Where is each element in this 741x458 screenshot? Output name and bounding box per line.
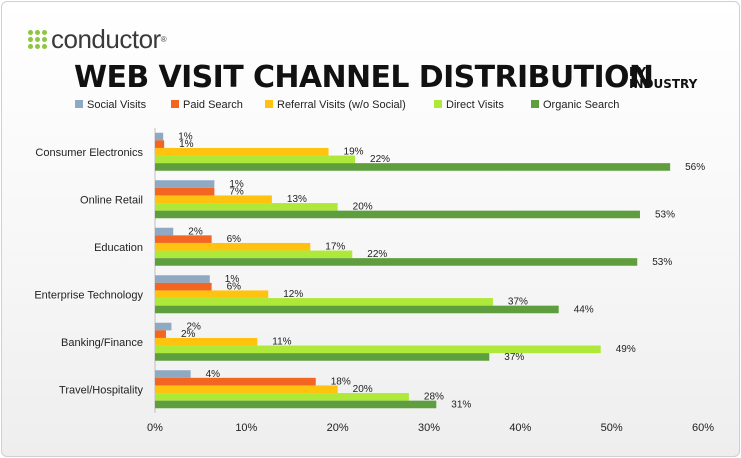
bar-2 (155, 235, 212, 243)
data-label: 19% (344, 147, 364, 158)
bar-1 (155, 322, 172, 331)
bar-2 (155, 282, 212, 291)
data-label: 2% (181, 329, 196, 340)
data-label: 1% (178, 131, 193, 142)
legend-swatch-4 (434, 100, 442, 108)
category-label: Banking/Finance (61, 337, 143, 349)
bar-5 (155, 353, 490, 361)
x-tick-label: 10% (235, 422, 257, 434)
x-tick-label: 20% (327, 422, 349, 434)
data-label: 2% (188, 226, 203, 237)
bar-2 (155, 377, 316, 386)
bar-2 (155, 140, 165, 148)
legend-swatch-5 (531, 100, 539, 108)
data-label: 37% (504, 352, 524, 363)
bar-1 (155, 227, 174, 236)
category-label: Education (94, 242, 143, 254)
legend-label-3: Referral Visits (w/o Social) (277, 99, 406, 111)
bar-3 (155, 195, 272, 204)
bar-2 (155, 187, 215, 196)
logo-registered-mark: ® (160, 35, 167, 44)
bar-5 (155, 210, 640, 219)
legend-label-5: Organic Search (543, 99, 619, 111)
x-tick-label: 60% (692, 422, 714, 434)
data-label: 6% (227, 234, 242, 245)
data-label: 49% (616, 344, 636, 355)
category-label: Consumer Electronics (35, 147, 143, 159)
data-label: 20% (353, 384, 373, 395)
bar-4 (155, 298, 493, 306)
data-label: 53% (652, 257, 672, 268)
data-label: 37% (508, 297, 528, 308)
category-label: Online Retail (80, 194, 143, 206)
legend-swatch-1 (75, 100, 83, 108)
bar-4 (155, 155, 356, 164)
bar-4 (155, 203, 338, 211)
data-label: 53% (655, 209, 675, 220)
data-label: 1% (229, 179, 244, 190)
subtitle-line-2: INDUSTRY (629, 77, 698, 91)
bar-4 (155, 250, 353, 259)
data-label: 56% (685, 162, 705, 173)
bar-4 (155, 345, 601, 354)
bar-3 (155, 337, 258, 346)
x-tick-label: 40% (509, 422, 531, 434)
chart-subtitle: BY INDUSTRY (629, 66, 697, 90)
bar-2 (155, 330, 166, 338)
category-label: Enterprise Technology (34, 289, 143, 301)
data-label: 20% (353, 202, 373, 213)
category-label: Travel/Hospitality (59, 384, 143, 396)
bar-1 (155, 275, 210, 283)
subtitle-line-1: BY (629, 65, 647, 79)
logo-text: conductor (51, 24, 161, 54)
data-label: 7% (229, 186, 244, 197)
data-label: 28% (424, 392, 444, 403)
data-label: 12% (283, 289, 303, 300)
bar-1 (155, 370, 191, 378)
data-label: 11% (272, 337, 291, 348)
data-label: 44% (574, 304, 594, 315)
legend-label-4: Direct Visits (446, 99, 504, 111)
x-tick-label: 50% (601, 422, 623, 434)
legend-label-1: Social Visits (87, 99, 147, 111)
bar-1 (155, 180, 215, 188)
data-label: 4% (206, 369, 221, 380)
data-label: 1% (225, 274, 240, 285)
bar-5 (155, 400, 437, 409)
data-label: 18% (331, 376, 351, 387)
data-label: 13% (287, 194, 307, 205)
bar-3 (155, 290, 269, 299)
data-label: 22% (370, 154, 390, 165)
bar-1 (155, 132, 164, 141)
data-label: 1% (179, 139, 194, 150)
bar-5 (155, 258, 638, 266)
legend-swatch-2 (171, 100, 179, 108)
data-label: 2% (186, 321, 201, 332)
x-tick-label: 0% (147, 422, 163, 434)
chart-title: WEB VISIT CHANNEL DISTRIBUTION (74, 60, 654, 95)
logo-dots-icon (28, 30, 47, 49)
bar-5 (155, 305, 559, 314)
legend-label-2: Paid Search (183, 99, 243, 111)
x-tick-label: 30% (418, 422, 440, 434)
bar-3 (155, 147, 329, 156)
data-label: 6% (227, 281, 242, 292)
bar-5 (155, 163, 671, 171)
bar-3 (155, 385, 338, 394)
conductor-logo: conductor ® (28, 24, 167, 55)
bar-3 (155, 242, 311, 251)
data-label: 31% (451, 399, 471, 410)
data-label: 22% (367, 249, 387, 260)
legend-swatch-3 (265, 100, 273, 108)
bar-4 (155, 393, 409, 401)
data-label: 17% (325, 242, 345, 253)
